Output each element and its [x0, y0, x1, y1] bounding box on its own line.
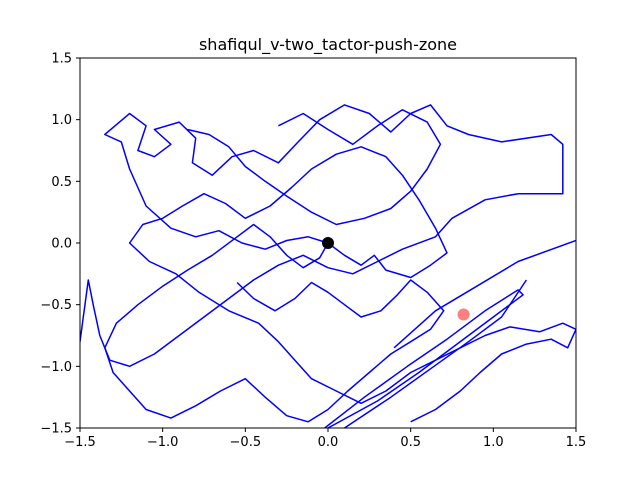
- start-marker: [322, 237, 334, 249]
- trajectory-segment-6: [393, 239, 576, 349]
- y-tick-label: 0.0: [51, 237, 72, 252]
- x-tick-label: −0.5: [230, 435, 262, 450]
- y-tick-label: −0.5: [40, 298, 72, 313]
- target-marker: [457, 308, 470, 321]
- y-tick-label: −1.0: [40, 360, 72, 375]
- trajectory-segment-2: [128, 146, 576, 423]
- y-tick-label: 0.5: [51, 175, 72, 190]
- chart-title: shafiqul_v-two_tactor-push-zone: [199, 35, 457, 55]
- y-tick-label: 1.5: [51, 52, 72, 67]
- trajectory-segment-7: [187, 109, 442, 226]
- y-tick-label: −1.5: [40, 422, 72, 437]
- trajectory-segment-5: [344, 279, 528, 428]
- x-tick-label: 0.5: [400, 435, 421, 450]
- x-tick-label: 1.0: [483, 435, 504, 450]
- y-axis: −1.5 −1.0 −0.5 0.0 0.5 1.0 1.5: [40, 52, 80, 437]
- trajectory-segment-4: [324, 289, 524, 428]
- y-tick-label: 1.0: [51, 113, 72, 128]
- x-tick-label: 0.0: [318, 435, 339, 450]
- x-axis: −1.5 −1.0 −0.5 0.0 0.5 1.0 1.5: [64, 428, 586, 450]
- x-tick-label: 1.5: [566, 435, 587, 450]
- series-layer: [80, 104, 576, 428]
- markers-layer: [322, 237, 470, 321]
- x-tick-label: −1.5: [64, 435, 96, 450]
- trajectory-segment-1: [80, 104, 564, 368]
- x-tick-label: −1.0: [147, 435, 179, 450]
- trajectory-segment-3: [104, 223, 445, 423]
